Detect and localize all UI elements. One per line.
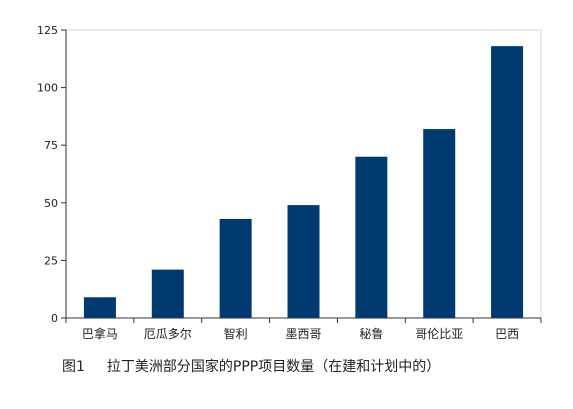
bar-chart: 0 25 50 75 100 125 巴拿马 厄瓜多尔 智利 墨西哥 秘鲁 哥伦比亚 巴西	[37, 24, 542, 341]
x-ticks: 巴拿马 厄瓜多尔 智利 墨西哥 秘鲁 哥伦比亚 巴西	[65, 318, 542, 341]
x-tick-label: 巴西	[495, 327, 519, 341]
figure-caption: 图1 拉丁美洲部分国家的PPP项目数量（在建和计划中的）	[62, 356, 440, 376]
bar	[423, 129, 456, 318]
y-tick-label: 100	[37, 82, 58, 95]
y-tick-label: 50	[44, 197, 58, 210]
bar	[151, 269, 184, 318]
bar	[287, 205, 320, 318]
x-tick-label: 墨西哥	[285, 327, 321, 341]
bar	[491, 46, 524, 319]
x-tick-label: 智利	[224, 326, 248, 341]
y-tick-label: 125	[37, 24, 58, 37]
figure-title: 拉丁美洲部分国家的PPP项目数量（在建和计划中的）	[106, 359, 441, 375]
x-tick-label: 哥伦比亚	[415, 326, 463, 341]
y-tick-label: 0	[51, 312, 58, 325]
y-ticks: 0 25 50 75 100 125	[37, 24, 66, 325]
y-tick-label: 75	[44, 139, 58, 152]
bar	[219, 218, 252, 318]
x-tick-label: 巴拿马	[82, 326, 118, 341]
figure-number: 图1	[62, 359, 85, 375]
bar	[83, 297, 116, 318]
y-tick-label: 25	[44, 254, 58, 267]
x-tick-label: 秘鲁	[359, 327, 383, 341]
x-tick-label: 厄瓜多尔	[144, 326, 192, 341]
bar	[355, 156, 388, 318]
bars	[83, 46, 524, 319]
